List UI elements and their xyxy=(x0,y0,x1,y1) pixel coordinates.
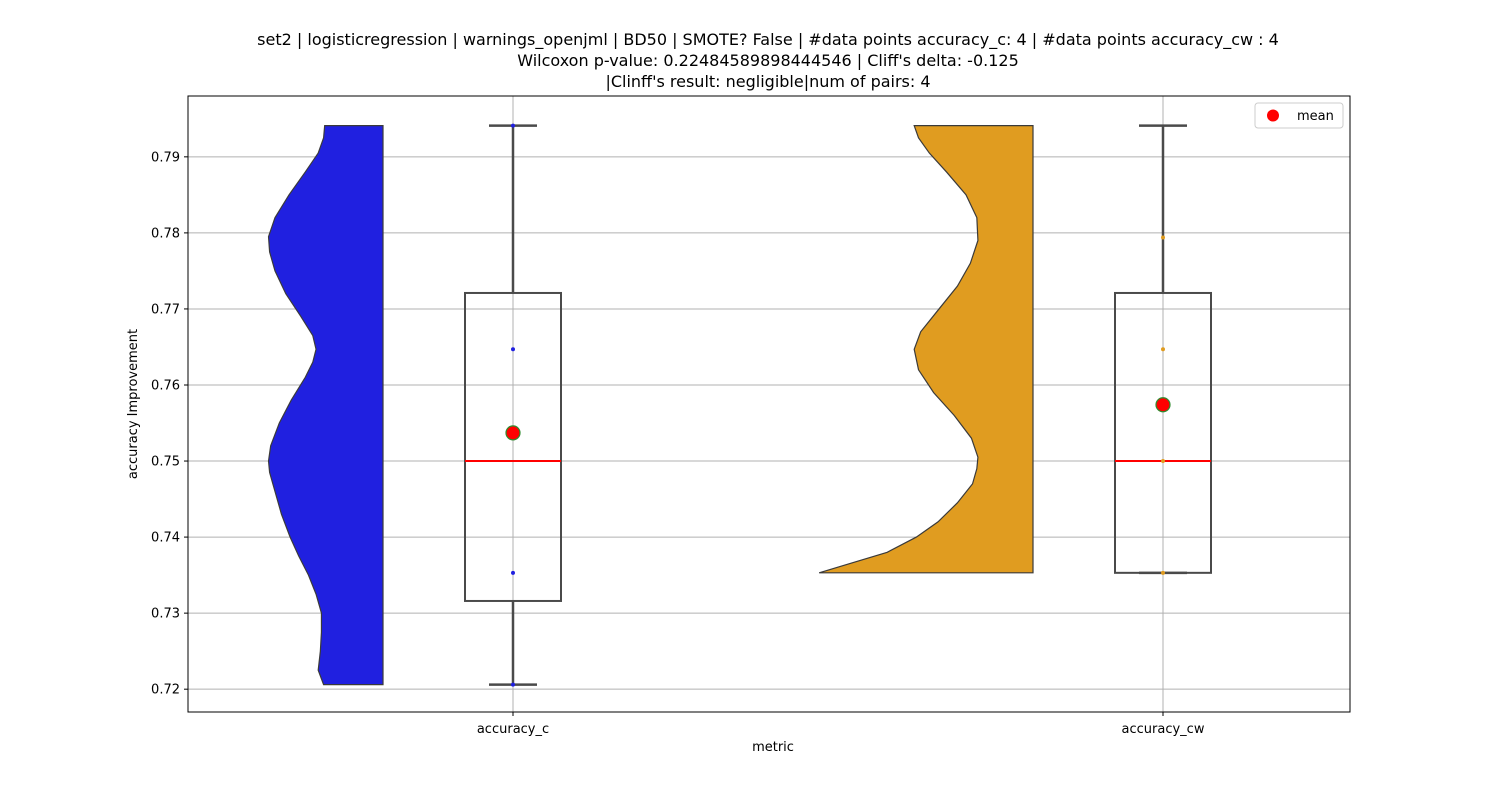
x-axis-label: metric xyxy=(752,740,794,755)
y-axis-ticks: 0.72 0.73 0.74 0.75 0.76 0.77 0.78 0.79 xyxy=(151,150,188,698)
legend-mean-label: mean xyxy=(1297,109,1334,124)
violin-accuracy_c xyxy=(267,125,384,686)
mean-marker xyxy=(1155,397,1171,413)
legend-mean-marker xyxy=(1267,109,1279,122)
data-point xyxy=(511,347,515,352)
data-point xyxy=(1161,570,1165,575)
y-tick-label: 0.75 xyxy=(151,455,180,470)
data-point xyxy=(1161,347,1165,352)
y-tick-label: 0.77 xyxy=(151,302,180,317)
y-tick-label: 0.79 xyxy=(151,150,180,165)
chart-title-line-1: set2 | logisticregression | warnings_ope… xyxy=(257,30,1279,49)
y-axis-label: accuracy Improvement xyxy=(126,329,141,479)
x-tick-label: accuracy_cw xyxy=(1122,722,1205,737)
y-tick-label: 0.73 xyxy=(151,607,180,622)
data-point xyxy=(1161,459,1165,464)
chart-title-line-3: |Clinff's result: negligible|num of pair… xyxy=(605,72,931,91)
x-tick-label: accuracy_c xyxy=(477,722,549,737)
point-layer xyxy=(505,123,1171,687)
data-point xyxy=(1161,235,1165,240)
legend-box xyxy=(1254,102,1344,129)
y-tick-label: 0.74 xyxy=(151,531,180,546)
y-tick-label: 0.78 xyxy=(151,226,180,241)
data-point xyxy=(511,682,515,687)
mean-marker xyxy=(505,425,521,441)
violin-accuracy_cw xyxy=(818,125,1034,574)
x-axis-ticks: accuracy_c accuracy_cw xyxy=(477,712,1205,737)
legend: mean xyxy=(1254,102,1344,129)
chart-title-line-2: Wilcoxon p-value: 0.22484589898444546 | … xyxy=(517,51,1019,70)
y-tick-label: 0.72 xyxy=(151,683,180,698)
box-layer xyxy=(464,124,1212,686)
data-point xyxy=(511,123,515,128)
y-tick-label: 0.76 xyxy=(151,378,180,393)
data-point xyxy=(511,570,515,575)
violin-layer xyxy=(267,125,1034,686)
box-accuracy_c xyxy=(464,291,562,602)
plot-frame xyxy=(187,95,1351,713)
